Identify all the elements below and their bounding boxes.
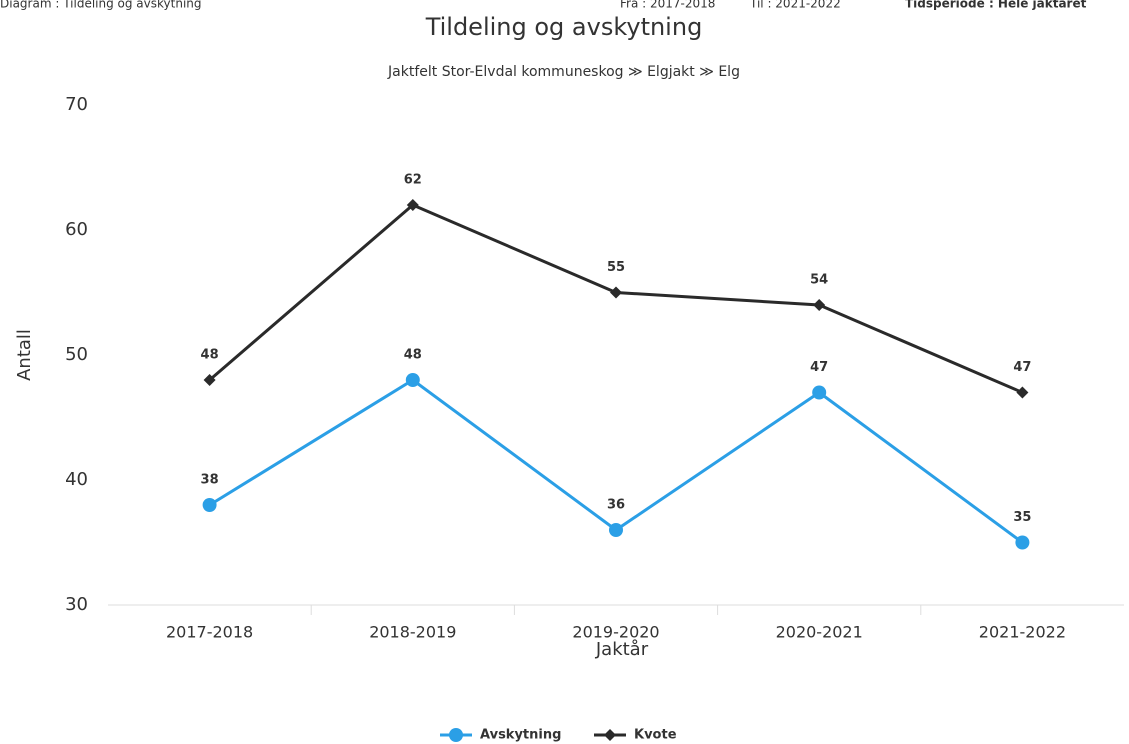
x-tick-label: 2021-2022 xyxy=(979,623,1066,642)
data-label: 47 xyxy=(810,360,828,375)
data-label: 62 xyxy=(404,173,422,188)
data-label: 35 xyxy=(1013,510,1031,525)
x-tick-label: 2020-2021 xyxy=(776,623,863,642)
x-tick-label: 2018-2019 xyxy=(369,623,456,642)
legend-label: Kvote xyxy=(634,728,677,743)
legend-marker xyxy=(449,728,463,742)
header-field: Til : 2021-2022 xyxy=(749,0,841,11)
y-tick-label: 70 xyxy=(65,94,88,115)
y-tick-label: 40 xyxy=(65,469,88,490)
chart-title: Tildeling og avskytning xyxy=(425,13,703,41)
data-label: 36 xyxy=(607,498,625,513)
header-field: Tidsperiode : Hele jaktåret xyxy=(905,0,1087,11)
data-point xyxy=(202,498,217,512)
data-point xyxy=(610,286,622,299)
y-tick-label: 30 xyxy=(65,594,88,615)
data-label: 48 xyxy=(201,348,219,363)
x-axis-label: Jaktår xyxy=(595,639,649,660)
data-point xyxy=(405,373,420,387)
data-label: 55 xyxy=(607,260,625,275)
data-label: 54 xyxy=(810,273,828,288)
header-field: Fra : 2017-2018 xyxy=(620,0,715,11)
data-point xyxy=(406,199,419,211)
data-point xyxy=(812,385,827,400)
chart-subtitle: Jaktfelt Stor-Elvdal kommuneskog ≫ Elgja… xyxy=(387,64,740,80)
data-label: 47 xyxy=(1013,360,1031,375)
series-line xyxy=(208,203,1023,394)
data-point xyxy=(813,299,826,311)
y-axis-label: Antall xyxy=(14,329,35,381)
header-field: Diagram : Tildeling og avskytning xyxy=(0,0,202,11)
data-point xyxy=(609,523,623,537)
x-tick-label: 2019-2020 xyxy=(572,623,659,642)
x-tick-label: 2017-2018 xyxy=(166,623,253,642)
data-point xyxy=(203,374,216,386)
legend-label: Avskytning xyxy=(480,728,561,743)
y-tick-label: 50 xyxy=(65,344,88,365)
series-line xyxy=(208,378,1024,544)
data-point xyxy=(1016,386,1029,399)
data-label: 48 xyxy=(404,348,422,363)
y-tick-label: 60 xyxy=(65,219,88,240)
data-point xyxy=(1015,535,1030,550)
legend-marker xyxy=(604,729,616,741)
data-label: 38 xyxy=(201,473,219,488)
